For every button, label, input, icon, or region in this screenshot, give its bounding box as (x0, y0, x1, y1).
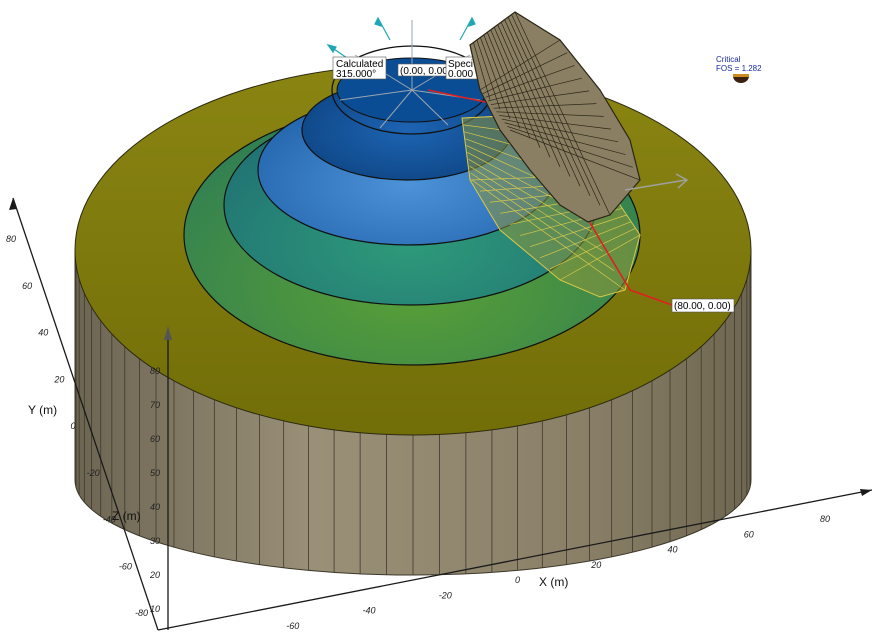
x-axis-tick: -40 (363, 606, 376, 616)
z-axis-tick: 80 (150, 366, 160, 376)
y-axis-tick: 60 (22, 281, 32, 291)
x-axis-tick: 40 (668, 545, 678, 555)
y-axis-tick: -20 (87, 468, 100, 478)
point-label: (80.00, 0.00) (674, 301, 731, 312)
x-axis-tick: -20 (439, 590, 452, 600)
specified-label: Speci (448, 59, 473, 70)
y-axis-tick: -60 (119, 561, 132, 571)
critical-label: Critical (716, 55, 741, 64)
z-axis-tick: 10 (150, 604, 160, 614)
calculated-label: Calculated (336, 59, 383, 70)
calculated-tag: Calculated 315.000° (332, 56, 387, 80)
z-axis-tick: 70 (150, 400, 160, 410)
dip-direction-line (427, 89, 491, 104)
y-axis-title: Y (m) (28, 403, 57, 417)
calculated-value: 315.000° (336, 69, 376, 80)
center-coord-label: (0.00, 0.00 (400, 66, 448, 77)
z-axis-tick: 40 (150, 502, 160, 512)
x-axis-tick: 20 (590, 560, 601, 570)
direction-widget[interactable]: Calculated 315.000° (0.00, 0.00 Speci 0.… (326, 16, 493, 135)
x-axis-tick: -60 (286, 621, 299, 631)
z-axis-tick: 30 (150, 536, 160, 546)
critical-slip-surface[interactable] (469, 11, 641, 223)
critical-fos-indicator: Critical FOS = 1.282 (716, 55, 762, 83)
x-axis-tick: 80 (820, 514, 830, 524)
fos-value: FOS = 1.282 (716, 64, 762, 73)
critical-marker-icon (733, 76, 749, 83)
z-axis-tick: 20 (149, 570, 160, 580)
y-axis-tick: 0 (71, 421, 76, 431)
specified-tag: Speci 0.000 (445, 56, 481, 80)
y-axis: Y (m) 80 60 40 20 0 -20 -40 -60 -80 (6, 197, 159, 631)
y-axis-tick: -40 (103, 515, 116, 525)
z-axis-tick: 60 (150, 434, 160, 444)
y-axis-tick: 20 (53, 374, 64, 384)
y-axis-tick: 80 (6, 234, 16, 244)
center-coord-tag: (0.00, 0.00 (397, 63, 449, 77)
y-axis-tick: -80 (135, 608, 148, 618)
specified-value: 0.000 (448, 69, 473, 80)
y-axis-tick: 40 (38, 328, 48, 338)
direction-arrows (326, 16, 492, 71)
x-axis-title: X (m) (539, 575, 568, 589)
x-axis-tick: 0 (515, 575, 520, 585)
z-axis-title: Z (m) (112, 509, 141, 523)
x-axis-tick: 60 (744, 529, 754, 539)
z-axis: Z (m) 80 70 60 50 40 30 20 10 (112, 326, 172, 630)
z-axis-tick: 50 (150, 468, 160, 478)
point-tag: (80.00, 0.00) (671, 298, 735, 313)
slip-direction-arrow (624, 173, 689, 191)
